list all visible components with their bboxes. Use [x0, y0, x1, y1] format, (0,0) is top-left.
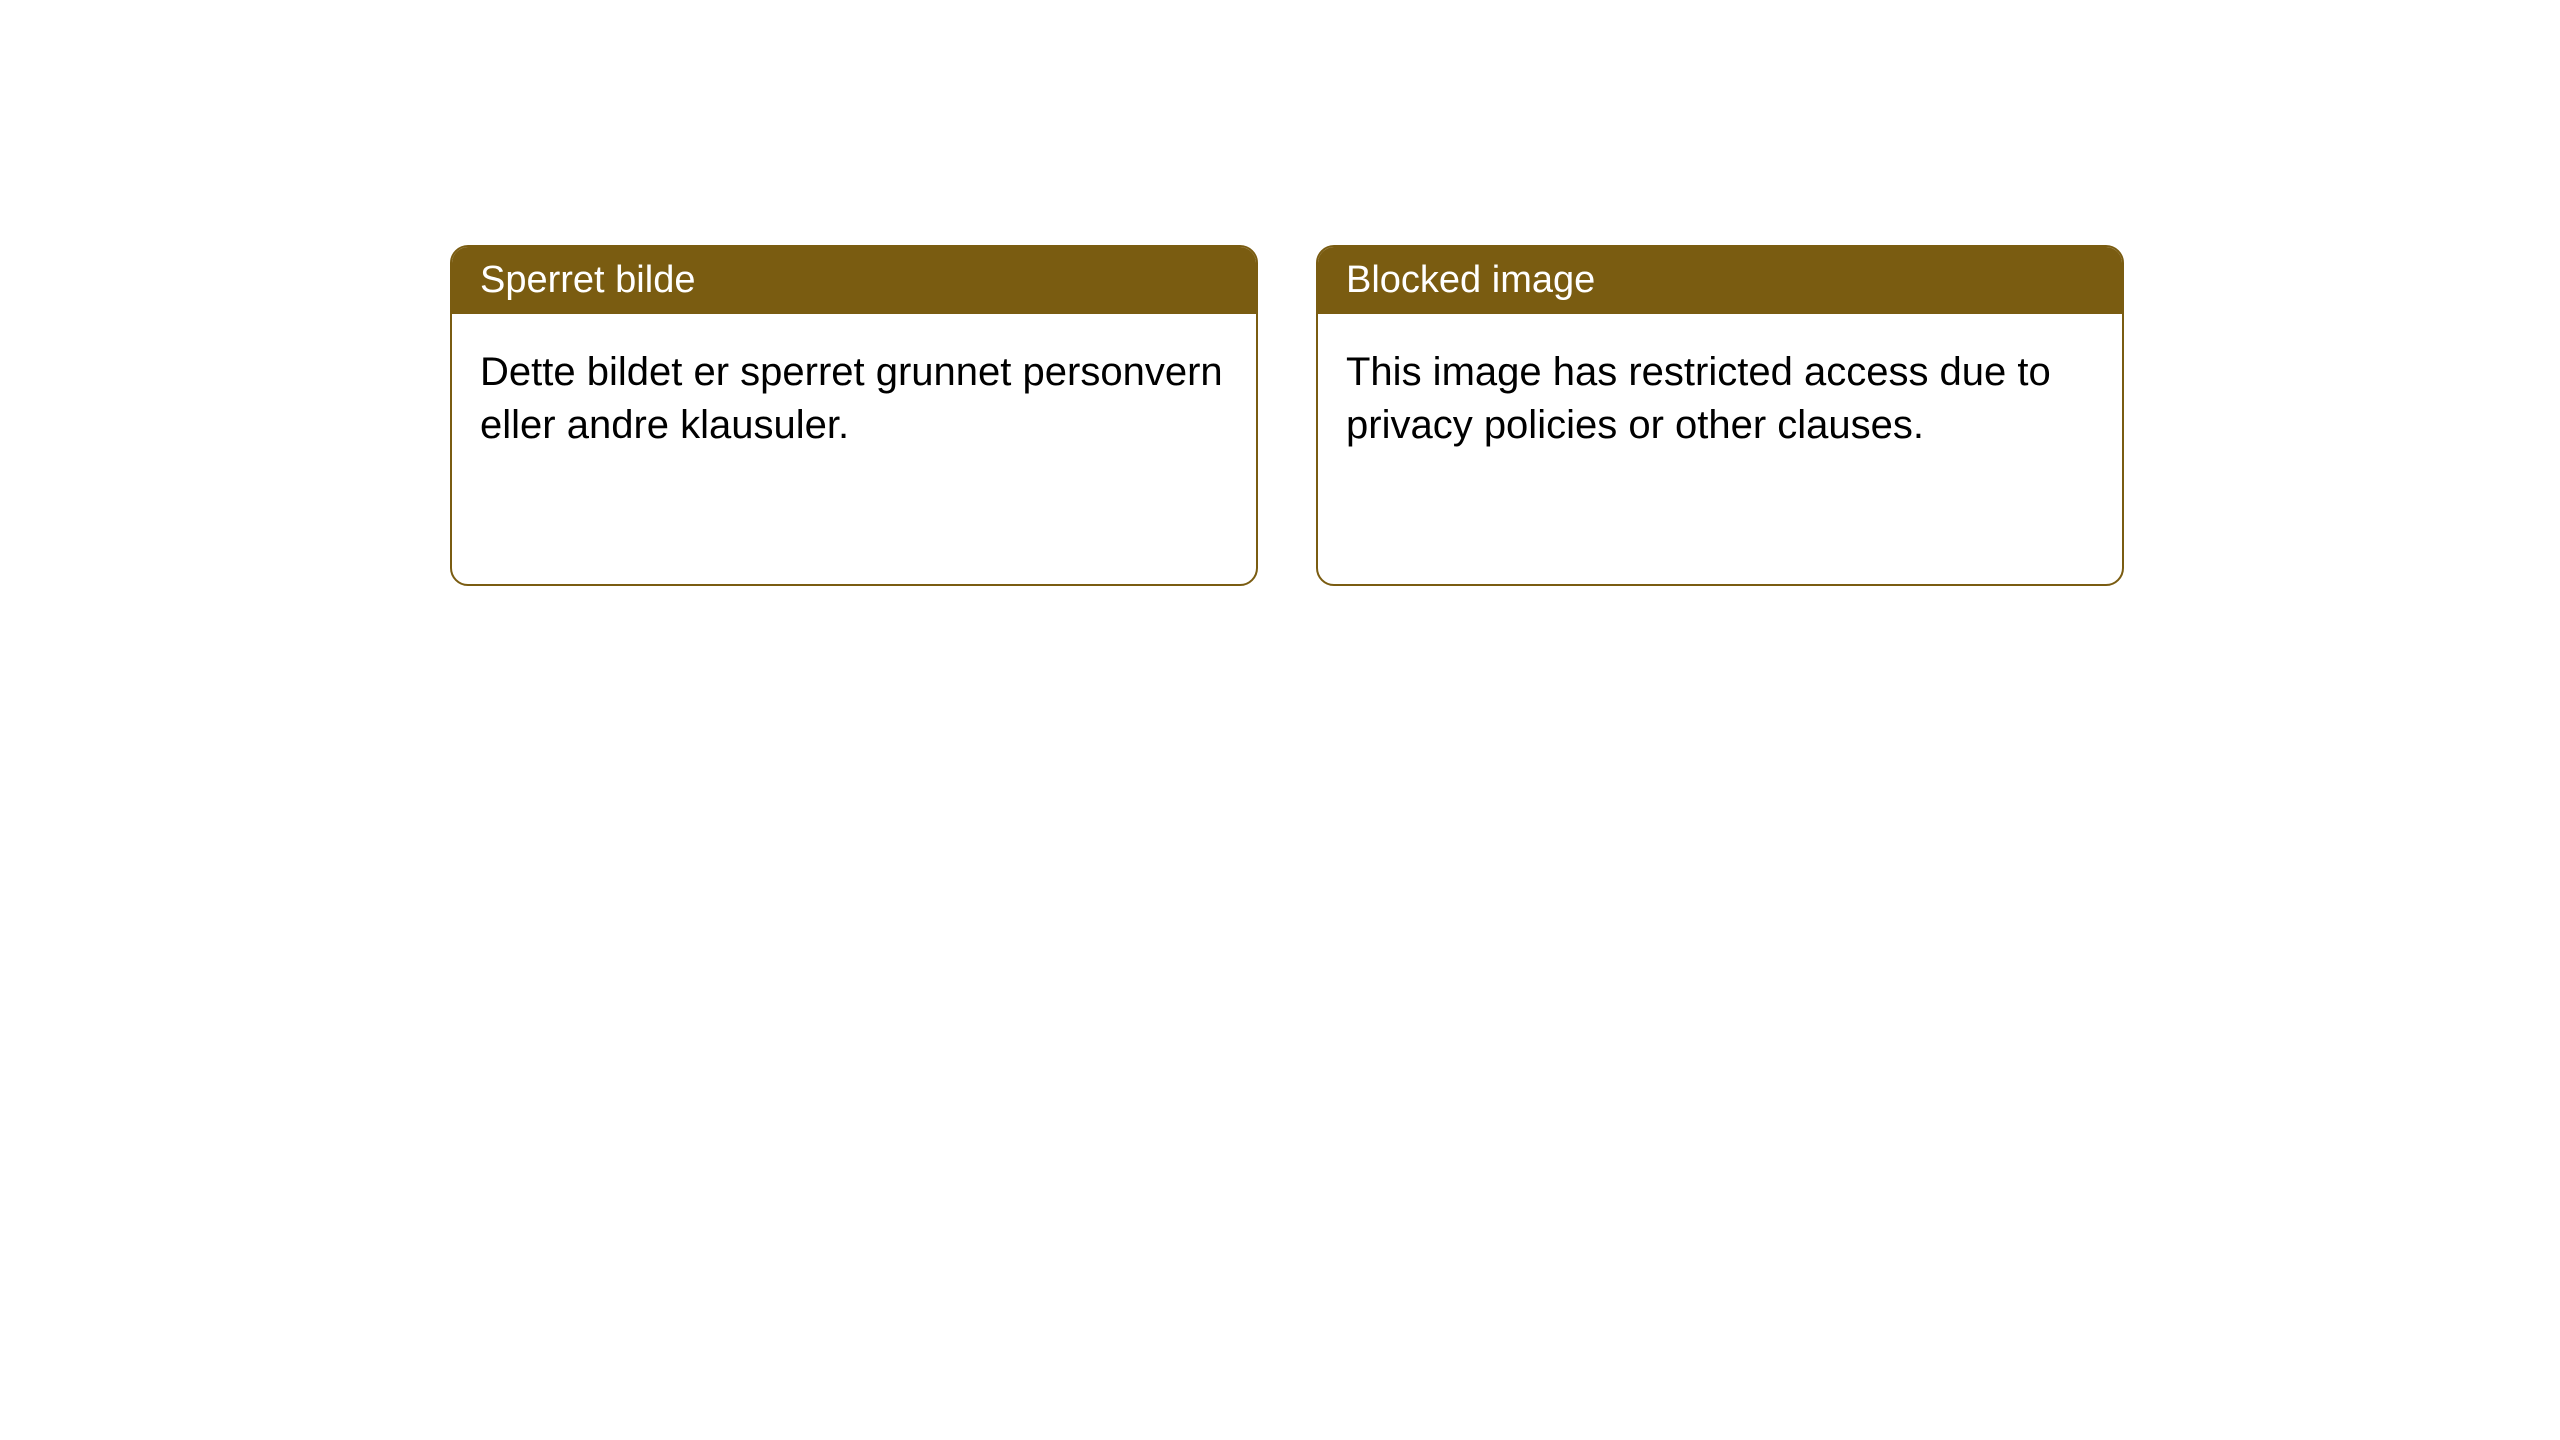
notice-body: This image has restricted access due to …: [1318, 314, 2122, 584]
notice-body: Dette bildet er sperret grunnet personve…: [452, 314, 1256, 584]
notice-card-norwegian: Sperret bilde Dette bildet er sperret gr…: [450, 245, 1258, 586]
notice-card-english: Blocked image This image has restricted …: [1316, 245, 2124, 586]
notice-cards-container: Sperret bilde Dette bildet er sperret gr…: [0, 0, 2560, 586]
notice-header: Blocked image: [1318, 247, 2122, 314]
notice-header: Sperret bilde: [452, 247, 1256, 314]
